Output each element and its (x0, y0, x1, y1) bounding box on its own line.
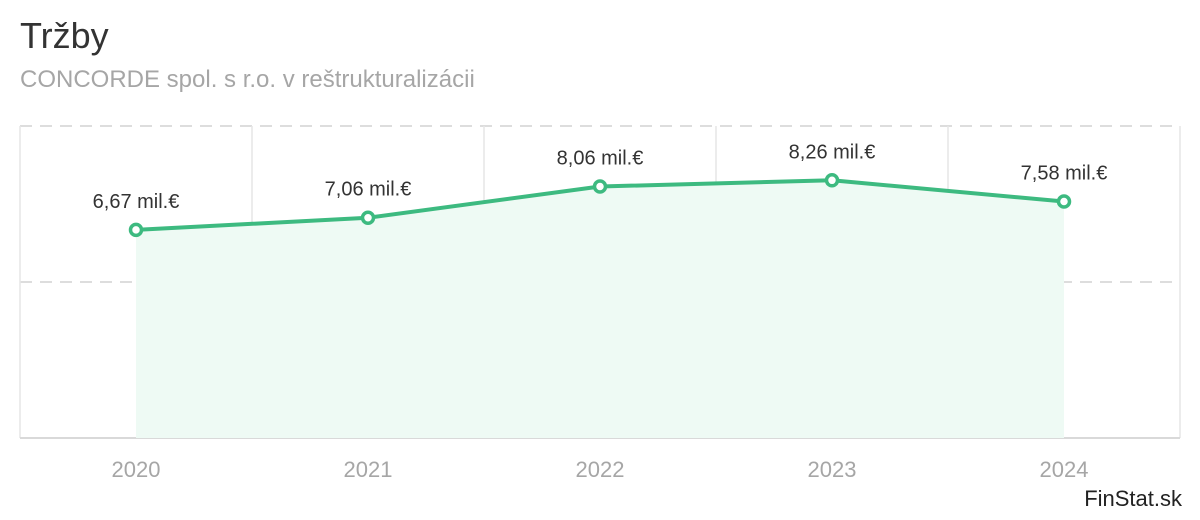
data-point (824, 173, 840, 188)
x-tick-label: 2022 (576, 457, 625, 482)
data-label: 8,06 mil.€ (557, 148, 644, 170)
data-label: 7,58 mil.€ (1021, 163, 1108, 185)
chart-subtitle: CONCORDE spol. s r.o. v reštrukturalizác… (20, 66, 475, 93)
data-point (360, 210, 376, 225)
data-label: 8,26 mil.€ (789, 141, 876, 163)
series-area (136, 180, 1064, 438)
area-layer (136, 180, 1064, 438)
x-tick-label: 2021 (344, 457, 393, 482)
chart-title: Tržby (20, 15, 109, 56)
data-point (1056, 194, 1072, 209)
data-label: 6,67 mil.€ (93, 191, 180, 213)
source-watermark: FinStat.sk (1084, 486, 1182, 511)
data-point (128, 222, 144, 238)
x-axis: 2020 2021 2022 2023 2024 (112, 457, 1089, 482)
data-label-layer: 6,67 mil.€ 7,06 mil.€ 8,06 mil.€ 8,26 mil.€… (93, 141, 1108, 213)
data-point (592, 179, 608, 194)
x-tick-label: 2023 (808, 457, 857, 482)
x-tick-label: 2024 (1040, 457, 1089, 482)
data-label: 7,06 mil.€ (325, 179, 412, 201)
point-layer (128, 173, 1072, 238)
x-tick-label: 2020 (112, 457, 161, 482)
